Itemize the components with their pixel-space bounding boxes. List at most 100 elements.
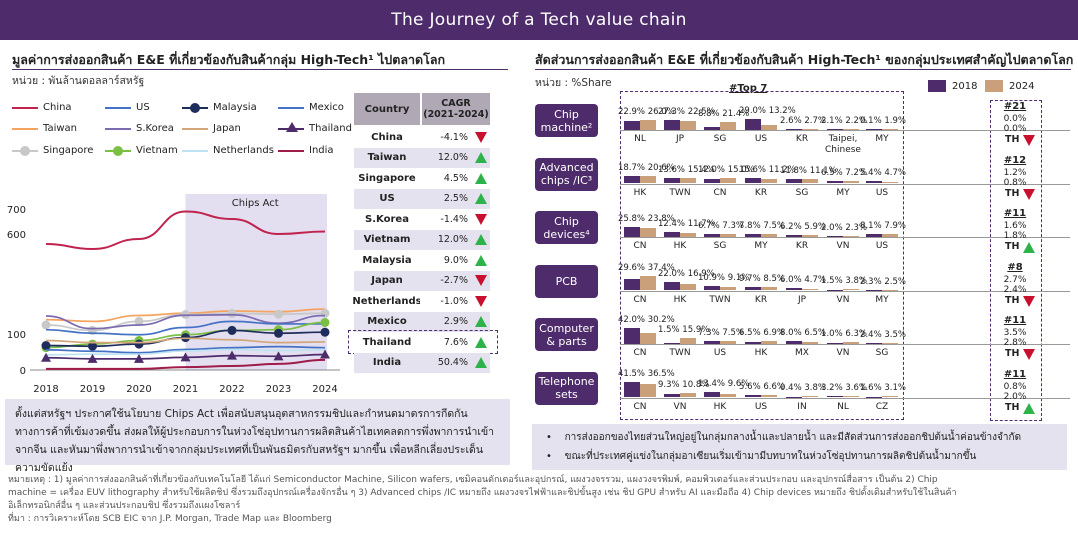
thailand-rank: #21: [1003, 101, 1027, 112]
legend-swatch: [105, 145, 131, 156]
footnotes: หมายเหตุ : 1) มูลค่าการส่งออกสินค้าที่เก…: [8, 474, 1068, 526]
bar-value-label: 6.7% 7.3%: [698, 221, 744, 232]
cagr-country: Japan: [354, 270, 420, 291]
bullet-2-text: ขณะที่ประเทศคู่แข่งในกลุ่มอาเซียนเริ่มเข…: [564, 451, 977, 462]
bar-value-label: 12.4% 11.7%: [658, 219, 715, 230]
right-bullets: • การส่งออกของไทยส่วนใหญ่อยู่ในกลุ่มกลาง…: [532, 424, 1067, 470]
cagr-arrow: [472, 250, 490, 271]
bar-2024: [720, 234, 736, 237]
legend-label: Japan: [213, 123, 241, 134]
cagr-country: Vietnam: [354, 229, 420, 250]
legend-label: Malaysia: [213, 102, 257, 113]
x-tick-label: 2024: [312, 384, 337, 395]
bar-2024: [761, 341, 777, 344]
thailand-label: TH: [1005, 241, 1020, 252]
cagr-country: India: [354, 352, 420, 373]
country-label: KR: [754, 187, 768, 198]
legend-item-mexico: Mexico: [278, 102, 344, 113]
country-label: NL: [634, 134, 646, 144]
bar-value-label: 13.4% 9.6%: [698, 379, 750, 390]
legend-swatch: [12, 127, 38, 130]
arrow-up-icon: [475, 357, 487, 369]
thailand-share: 1.2% 0.8%: [1003, 167, 1027, 188]
cagr-country: S.Korea: [354, 209, 420, 230]
bar-2018: [827, 396, 843, 398]
bar-2018: [786, 396, 802, 398]
cagr-value: 9.0%: [420, 250, 472, 271]
country-label: MY: [875, 134, 889, 144]
cagr-row: Malaysia 9.0%: [354, 250, 490, 271]
bar-2018: [786, 340, 802, 344]
bar-value-label: 27.3% 22.5%: [658, 106, 715, 117]
arrow-up-icon: [475, 234, 487, 246]
country-label: CN: [713, 187, 727, 198]
cagr-row: Thailand 7.6%: [354, 332, 490, 353]
bar-2024: [802, 396, 818, 398]
legend-swatch: [278, 106, 304, 109]
cagr-value: -2.7%: [420, 270, 472, 291]
country-label: VN: [836, 348, 850, 358]
legend-swatch: [105, 106, 131, 109]
baseline: [620, 344, 1070, 345]
legend-label: Singapore: [43, 145, 94, 156]
cagr-country: Netherlands: [352, 291, 422, 312]
bar-2024: [680, 177, 696, 184]
series-point-singapore: [227, 309, 237, 318]
legend-label: Taiwan: [43, 123, 78, 134]
legend-swatch: [12, 145, 38, 156]
bar-2018: [664, 232, 680, 237]
bar-2024: [680, 393, 696, 398]
bar-2018: [827, 129, 843, 130]
country-label: CN: [633, 348, 647, 358]
country-label: CZ: [875, 401, 889, 412]
right-chart-title: สัดส่วนการส่งออกสินค้า E&E ที่เกี่ยวข้อง…: [535, 52, 1074, 67]
country-label: NL: [837, 401, 849, 412]
thailand-rank: #11: [1003, 315, 1027, 326]
footnote-2: machine = เครื่อง EUV lithography สำหรับ…: [8, 488, 957, 498]
bar-value-label: 2.6% 2.7%: [780, 115, 826, 126]
bar-value-label: 25.8% 23.8%: [618, 214, 675, 225]
left-summary-text: ตั้งแต่สหรัฐฯ ประกาศใช้นโยบาย Chips Act …: [5, 399, 510, 474]
legend-swatch-2018: [928, 80, 946, 92]
country-label: US: [754, 134, 768, 144]
baseline: [620, 183, 1070, 185]
bar-2024: [882, 181, 898, 184]
series-point-malaysia: [274, 328, 283, 338]
legend-label: Netherlands: [213, 145, 274, 156]
country-label: US: [754, 401, 768, 412]
bar-2018: [624, 176, 640, 184]
bar-2018: [786, 288, 802, 291]
cagr-country: Thailand: [354, 332, 420, 353]
bar-2024: [882, 233, 898, 237]
country-label: MY: [836, 187, 850, 198]
cagr-value: 12.0%: [420, 147, 472, 168]
series-point-singapore: [41, 320, 51, 330]
top7-label: #Top 7: [729, 83, 768, 94]
bar-value-label: 2.0% 2.3%: [821, 223, 867, 233]
bar-2018: [827, 236, 843, 237]
country-label: Taipei, Chinese: [825, 134, 861, 155]
legend-item-netherlands: Netherlands: [182, 145, 274, 156]
country-label: KR: [795, 241, 809, 251]
bar-2018: [664, 119, 680, 130]
footnote-source: ที่มา : การวิเคราะห์โดย SCB EIC จาก J.P.…: [8, 514, 332, 524]
legend-item-skorea: S.Korea: [105, 123, 174, 134]
bar-2018: [866, 129, 882, 130]
bar-2024: [761, 124, 777, 130]
cagr-value: 4.5%: [420, 168, 472, 189]
bar-2024: [802, 179, 818, 184]
country-label: JP: [675, 134, 685, 144]
bar-2024: [680, 121, 696, 130]
arrow-up-icon: [1023, 402, 1035, 414]
country-label: SG: [795, 187, 809, 198]
bar-2018: [704, 178, 720, 184]
bar-2018: [745, 177, 761, 184]
series-point-thailand: [273, 351, 284, 361]
bar-2024: [640, 175, 656, 184]
legend-swatch-2024: [985, 80, 1003, 92]
bar-2018: [745, 395, 761, 398]
cagr-row: Netherlands -1.0%: [352, 291, 490, 312]
bar-2018: [745, 341, 761, 344]
cagr-row: Japan -2.7%: [354, 270, 490, 291]
arrow-down-icon: [1023, 188, 1035, 200]
